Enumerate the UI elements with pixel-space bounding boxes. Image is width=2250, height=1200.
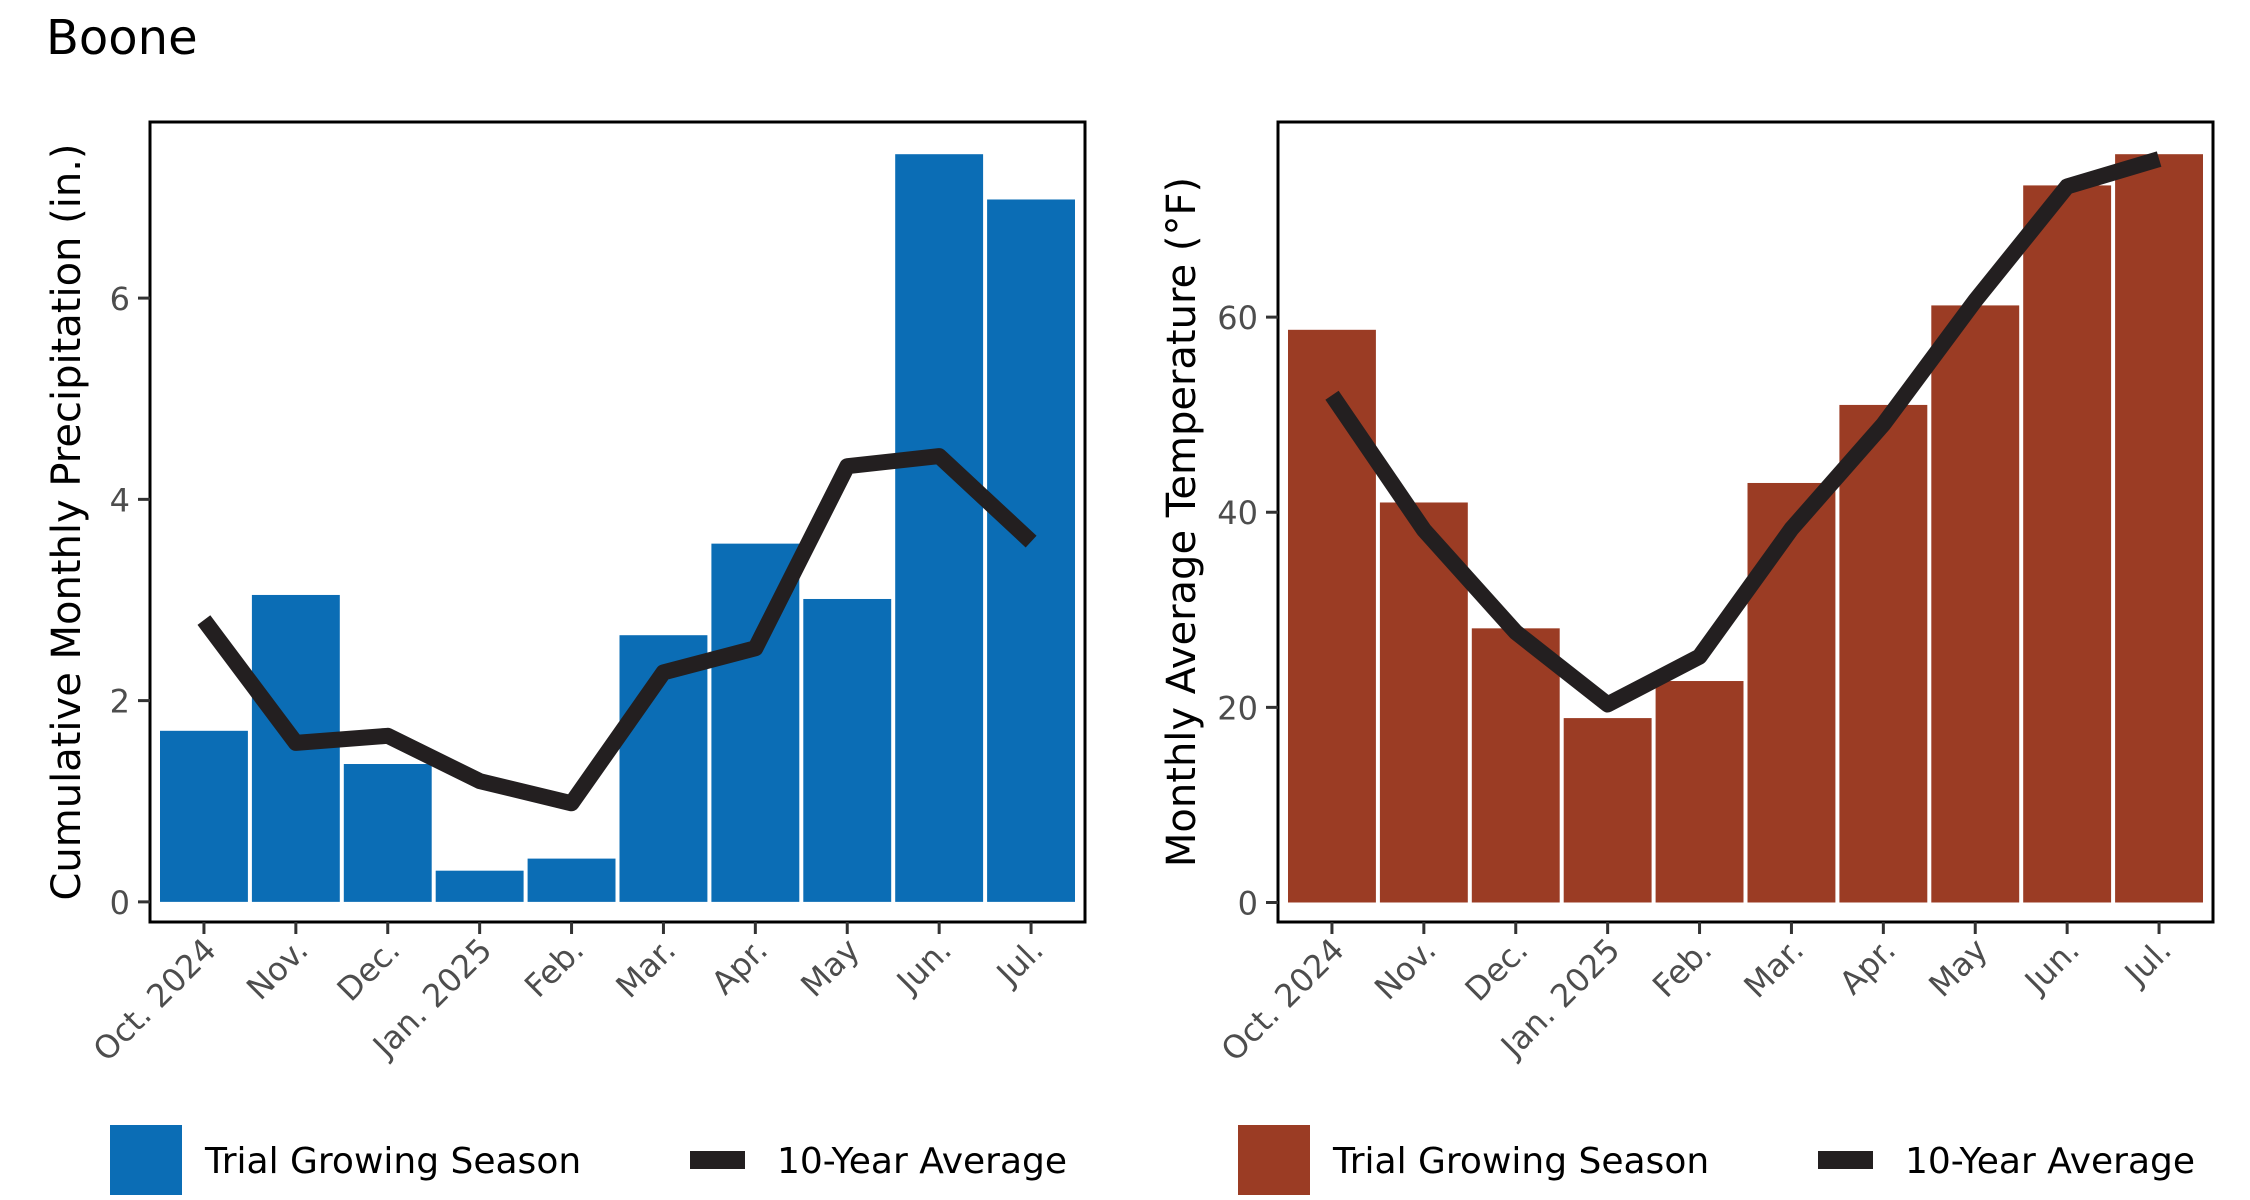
precipitation-bar-9 — [895, 154, 984, 902]
temperature-y-axis: 0 20 40 60 — [1217, 299, 1278, 922]
precipitation-legend: Trial Growing Season 10-Year Average — [110, 1125, 1067, 1195]
temperature-average-line — [1325, 151, 2162, 713]
temperature-bar-5 — [1655, 681, 1744, 903]
precipitation-bars — [160, 154, 1075, 902]
precipitation-y-axis-label: Cumulative Monthly Precipitation (in.) — [44, 143, 90, 900]
temperature-legend: Trial Growing Season 10-Year Average — [1238, 1125, 2195, 1195]
temperature-bar-4 — [1563, 718, 1652, 903]
precipitation-x-axis: Oct. 2024 Nov. Dec.Jan. 2025 Feb. Mar. Apr. Ma… — [86, 922, 1051, 1069]
precipitation-x-tick-label: Dec. — [330, 931, 408, 1009]
precipitation-legend-bar-label: Trial Growing Season — [204, 1141, 581, 1182]
precipitation-x-tick-label: Jul. — [988, 931, 1051, 994]
temperature-y-axis-label: Monthly Average Temperature (°F) — [1159, 177, 1205, 867]
precipitation-bar-4 — [435, 870, 524, 902]
temperature-x-axis: Oct. 2024 Nov. Dec.Jan. 2025 Feb. Mar. Apr. Ma… — [1214, 922, 2179, 1069]
temperature-line-path — [1325, 151, 2162, 713]
precipitation-y-tick-label: 4 — [110, 481, 130, 519]
precipitation-x-tick-label: Mar. — [608, 931, 683, 1006]
temperature-x-tick-label: Jun. — [2016, 931, 2087, 1002]
temperature-legend-bar-swatch — [1238, 1125, 1310, 1195]
precipitation-legend-line-label: 10-Year Average — [777, 1141, 1067, 1182]
precipitation-bar-1 — [160, 730, 248, 902]
temperature-bar-9 — [2023, 185, 2112, 903]
page-title: Boone — [46, 10, 198, 66]
temperature-x-tick-label: Feb. — [1645, 931, 1719, 1005]
temperature-legend-bar-label: Trial Growing Season — [1332, 1141, 1709, 1182]
precipitation-bar-5 — [527, 858, 616, 902]
temperature-y-tick-label: 40 — [1217, 494, 1258, 532]
temperature-bars — [1288, 154, 2203, 903]
precipitation-line-path — [197, 448, 1037, 812]
precipitation-x-tick-label: Jun. — [888, 931, 959, 1002]
temperature-x-tick-label: Nov. — [1367, 931, 1443, 1007]
precipitation-x-tick-label: Feb. — [517, 931, 591, 1005]
temperature-x-tick-label: Mar. — [1736, 931, 1811, 1006]
precipitation-x-tick-label: Nov. — [239, 931, 315, 1007]
temperature-x-tick-label: Oct. 2024 — [1214, 931, 1352, 1069]
precipitation-bar-8 — [803, 598, 892, 902]
temperature-y-tick-label: 20 — [1217, 689, 1258, 727]
temperature-bar-8 — [1931, 305, 2020, 903]
precipitation-legend-bar-swatch — [110, 1125, 182, 1195]
temperature-bar-1 — [1288, 329, 1376, 903]
precipitation-y-tick-label: 6 — [110, 280, 130, 318]
temperature-y-tick-label: 0 — [1238, 884, 1258, 922]
precipitation-x-tick-label: Apr. — [704, 931, 775, 1002]
precipitation-bar-3 — [343, 764, 432, 902]
precipitation-x-tick-label: Oct. 2024 — [86, 931, 224, 1069]
temperature-x-tick-label: Dec. — [1458, 931, 1536, 1009]
temperature-x-tick-label: Apr. — [1832, 931, 1903, 1002]
precipitation-y-tick-label: 2 — [110, 683, 130, 721]
precipitation-y-axis: 0 2 4 6 — [110, 280, 150, 922]
temperature-bar-7 — [1839, 404, 1928, 903]
temperature-x-tick-label: Jul. — [2116, 931, 2179, 994]
temperature-legend-line-label: 10-Year Average — [1905, 1141, 2195, 1182]
precipitation-x-tick-label: May — [793, 931, 867, 1005]
temperature-bar-10 — [2115, 154, 2203, 903]
temperature-bar-3 — [1471, 628, 1560, 903]
temperature-y-tick-label: 60 — [1217, 299, 1258, 337]
precipitation-y-tick-label: 0 — [110, 884, 130, 922]
temperature-x-tick-label: May — [1921, 931, 1995, 1005]
precipitation-average-line — [197, 448, 1037, 812]
temperature-bar-6 — [1747, 482, 1836, 903]
precipitation-bar-10 — [987, 199, 1075, 902]
